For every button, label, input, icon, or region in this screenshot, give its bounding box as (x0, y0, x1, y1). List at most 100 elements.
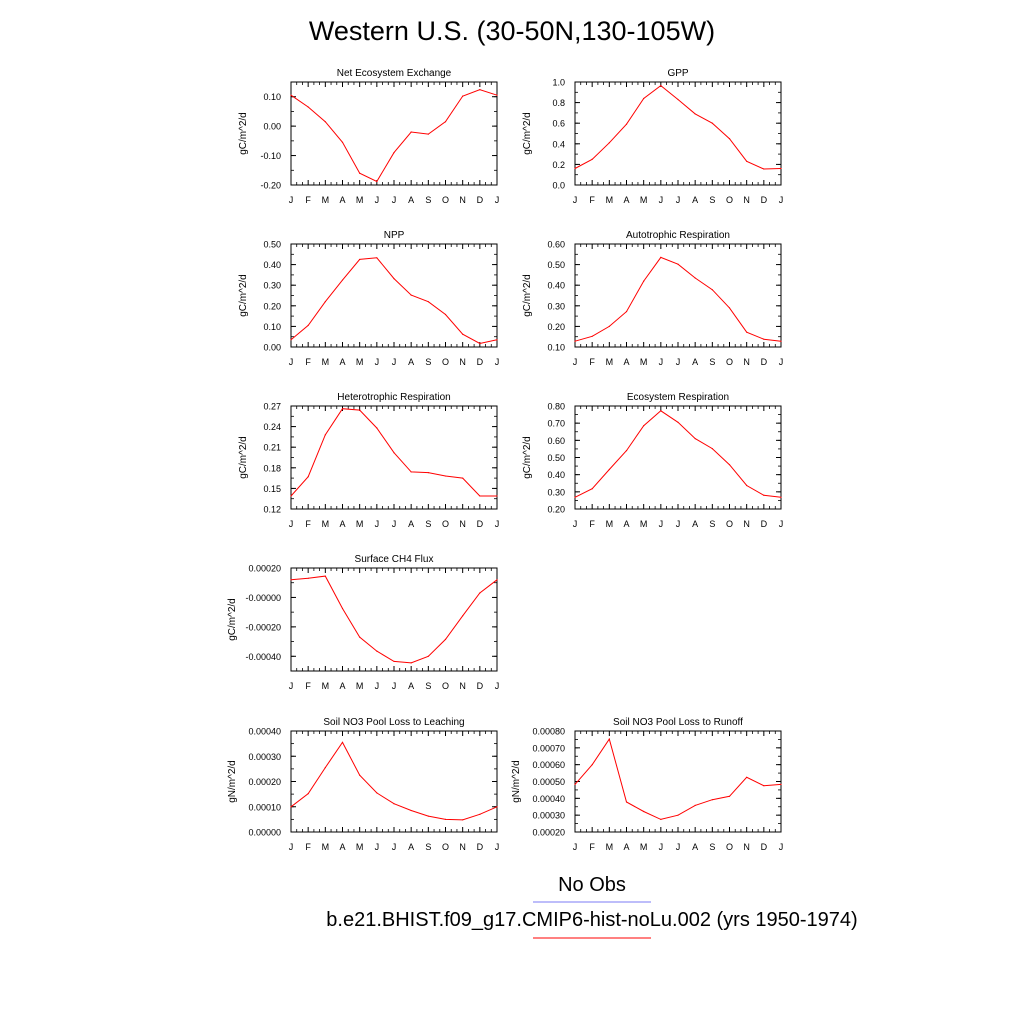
data-point (694, 113, 696, 115)
x-tick-label: S (425, 681, 431, 691)
x-tick-label: A (692, 195, 698, 205)
x-tick-label: J (676, 357, 681, 367)
x-tick-label: A (408, 842, 414, 852)
y-tick-label: 0.12 (263, 505, 281, 515)
x-tick-label: S (425, 357, 431, 367)
y-tick-label: 0.00070 (532, 743, 565, 753)
data-point (376, 427, 378, 429)
y-tick-label: 0.00010 (248, 802, 281, 812)
data-point (307, 106, 309, 108)
data-point (359, 409, 361, 411)
x-tick-label: M (640, 842, 648, 852)
x-tick-label: J (573, 357, 578, 367)
x-tick-label: J (289, 681, 294, 691)
data-point (359, 172, 361, 174)
x-tick-label: A (692, 842, 698, 852)
x-tick-label: N (743, 842, 750, 852)
x-tick-label: S (709, 842, 715, 852)
x-tick-label: F (305, 681, 311, 691)
x-tick-label: M (606, 519, 614, 529)
data-point (307, 324, 309, 326)
x-tick-label: J (495, 195, 500, 205)
panel-title: NPP (384, 230, 405, 241)
y-tick-label: 0.50 (263, 240, 281, 250)
data-point (496, 806, 498, 808)
data-point (694, 277, 696, 279)
y-tick-label: 0.00060 (532, 760, 565, 770)
series-line (290, 741, 498, 821)
y-tick-label: 0.8 (552, 98, 565, 108)
x-tick-label: N (459, 842, 466, 852)
data-point (444, 475, 447, 477)
data-point (479, 592, 481, 594)
data-point (410, 471, 412, 473)
data-point (763, 168, 765, 170)
x-tick-label: N (743, 195, 750, 205)
x-tick-label: J (495, 357, 500, 367)
x-tick-label: J (392, 357, 397, 367)
x-tick-label: D (761, 519, 768, 529)
x-tick-label: J (289, 357, 294, 367)
y-tick-label: 0.21 (263, 443, 281, 453)
x-tick-label: M (322, 681, 330, 691)
data-point (574, 167, 576, 170)
x-tick-label: A (339, 195, 345, 205)
y-tick-label: 0.15 (263, 484, 281, 494)
series-line (290, 257, 498, 345)
x-tick-label: O (726, 195, 733, 205)
x-tick-label: J (375, 357, 380, 367)
y-tick-label: 0.27 (263, 402, 281, 412)
x-tick-label: J (375, 681, 380, 691)
data-point (393, 278, 395, 280)
data-point (341, 607, 344, 610)
y-tick-label: 0.00020 (248, 564, 281, 574)
data-point (341, 279, 344, 281)
data-point (591, 488, 593, 490)
series-line (290, 575, 498, 664)
data-point (711, 447, 713, 450)
x-tick-label: M (322, 195, 330, 205)
x-tick-label: O (442, 357, 449, 367)
data-point (427, 655, 429, 657)
x-tick-label: J (375, 519, 380, 529)
x-tick-label: M (322, 357, 330, 367)
y-axis-label: gN/m^2/d (511, 760, 522, 803)
data-point (625, 123, 628, 125)
data-point (496, 339, 498, 341)
data-point (728, 138, 731, 140)
data-point (746, 331, 748, 333)
data-point (711, 122, 713, 124)
data-point (746, 484, 748, 487)
data-point (479, 495, 481, 497)
data-point (660, 85, 662, 87)
x-tick-label: N (743, 357, 750, 367)
y-axis-label: gC/m^2/d (238, 274, 249, 317)
y-tick-label: -0.20 (260, 181, 281, 191)
y-tick-label: 0.30 (263, 281, 281, 291)
y-tick-label: 0.10 (263, 92, 281, 102)
x-tick-label: M (606, 842, 614, 852)
x-tick-label: S (709, 195, 715, 205)
y-tick-label: 0.10 (547, 343, 565, 353)
data-point (763, 338, 765, 340)
legend: No Obs b.e21.BHIST.f09_g17.CMIP6-hist-noL… (326, 874, 858, 939)
x-tick-label: A (408, 681, 414, 691)
y-tick-label: 0.00030 (532, 811, 565, 821)
x-tick-label: A (692, 357, 698, 367)
x-tick-label: D (477, 681, 484, 691)
data-point (660, 818, 662, 820)
series-line (290, 89, 498, 183)
x-tick-label: F (589, 842, 595, 852)
data-point (591, 335, 593, 337)
data-point (324, 575, 326, 577)
y-tick-label: 0.00030 (248, 752, 281, 762)
y-axis-label: gC/m^2/d (227, 598, 238, 641)
data-point (643, 97, 645, 100)
data-point (625, 450, 628, 452)
data-point (574, 340, 576, 342)
data-point (427, 472, 429, 474)
y-tick-label: 0.40 (547, 470, 565, 480)
panel-title: Surface CH4 Flux (355, 554, 434, 565)
